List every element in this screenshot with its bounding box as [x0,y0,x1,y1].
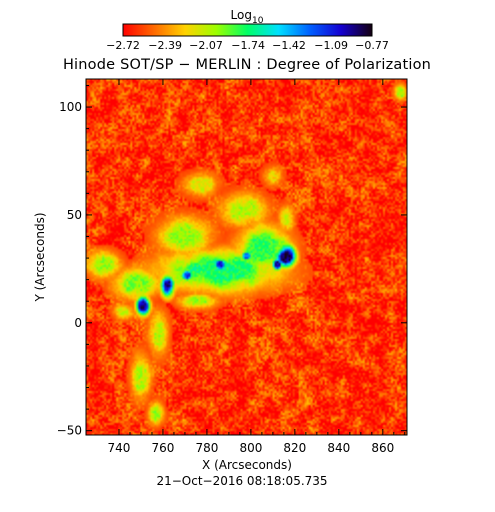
colorbar-title-text: Log [231,8,252,22]
y-axis: −50 0 50 100 [57,84,407,438]
y-tick-label: −50 [57,424,82,438]
colorbar-tick-label: −1.42 [272,39,306,52]
y-tick-label: 0 [74,316,82,330]
x-tick-label: 800 [239,441,262,455]
x-tick-label: 820 [283,441,306,455]
colorbar-title: Log10 [231,8,264,26]
colorbar-tick-label: −1.74 [231,39,265,52]
colorbar-tick-label: −0.77 [355,39,389,52]
x-tick-label: 740 [108,441,131,455]
x-tick-label: 780 [195,441,218,455]
plot-area: 740 760 780 800 820 840 860 −50 0 50 100 [57,78,408,455]
chart-title: Hinode SOT/SP − MERLIN : Degree of Polar… [63,57,431,73]
colorbar-tick-label: −2.39 [148,39,182,52]
x-tick-label: 760 [151,441,174,455]
observation-date: 21−Oct−2016 08:18:05.735 [156,474,327,488]
colorbar [122,23,373,37]
y-tick-label: 50 [67,208,82,222]
colorbar-labels: −2.72 −2.39 −2.07 −1.74 −1.42 −1.09 −0.77 [106,39,389,52]
colorbar-tick-label: −2.07 [189,39,223,52]
colorbar-tick-label: −1.09 [314,39,348,52]
heatmap-image [86,79,407,435]
x-tick-label: 840 [327,441,350,455]
colorbar-tick-label: −2.72 [106,39,140,52]
x-axis-title: X (Arcseconds) [202,458,292,472]
y-tick-label: 100 [59,100,82,114]
y-axis-title: Y (Arcseconds) [33,212,47,302]
x-tick-label: 860 [371,441,394,455]
plot-frame [85,78,408,436]
colorbar-title-subscript: 10 [252,16,264,26]
x-axis: 740 760 780 800 820 840 860 [108,79,406,455]
